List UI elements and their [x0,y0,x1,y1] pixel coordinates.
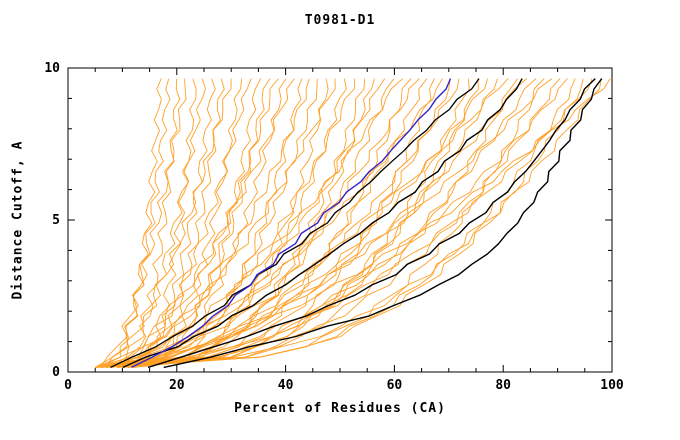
ensemble-curve [133,78,561,368]
ensemble-curve [95,78,479,368]
emphasis-curve-black [163,78,603,369]
ensemble-curve [116,78,181,368]
ensemble-curve [127,78,428,368]
ensemble-curve [106,78,356,368]
ensemble-curve [116,78,602,368]
ensemble-curve [95,78,553,368]
ensemble-curve [95,78,232,368]
y-axis-label: Distance Cutoff, A [10,140,26,300]
ensemble-curve [95,78,271,368]
emphasis-curve-black [147,78,596,369]
ensemble-curve [94,78,162,368]
ensemble-curve [106,78,460,368]
ensemble-curve [100,78,187,368]
y-tick-label: 5 [52,213,60,228]
ensemble-curve [127,78,318,368]
ensemble-curve [100,78,509,368]
ensemble-curve [106,78,593,368]
ensemble-curve [116,78,470,368]
ensemble-curve [111,78,528,368]
x-tick-label: 20 [169,378,185,393]
ensemble-curve [111,78,310,368]
ensemble-curve [95,78,336,368]
ensemble-curve [105,78,171,368]
ensemble-curve [95,78,584,368]
ensemble-curve [111,78,206,368]
ensemble-curve [116,78,262,368]
ensemble-curve [127,78,216,368]
ensemble-curve [133,78,347,368]
x-tick-label: 0 [64,378,72,393]
ensemble-curve [116,78,366,368]
ensemble-curve [95,78,443,368]
ensemble-curve [122,78,197,368]
chart-title: T0981-D1 [304,13,376,28]
ensemble-curve [106,78,386,368]
y-tick-label: 10 [44,61,60,76]
x-tick-label: 60 [387,378,403,393]
ensemble-curve [95,78,375,368]
ensemble-curve [100,78,225,368]
highlight-curve-blue [131,78,452,369]
x-tick-label: 100 [600,378,624,393]
ensemble-curve [100,78,545,368]
ensemble-curve [127,78,537,368]
y-tick-label: 0 [52,365,60,380]
x-tick-label: 80 [495,378,511,393]
ensemble-curve [100,78,329,368]
ensemble-curve [133,78,243,368]
ensemble-curve [100,78,295,368]
ensemble-curve [100,78,611,368]
ensemble-curve [111,78,420,368]
ensemble-curve [122,78,412,368]
ensemble-curve [116,78,498,368]
ensemble-curve [122,78,303,368]
emphasis-curve-black [122,78,523,369]
x-axis-label: Percent of Residues (CA) [234,401,446,416]
emphasis-curve-black [110,78,480,368]
ensemble-curve [133,78,451,368]
x-tick-label: 40 [278,378,294,393]
